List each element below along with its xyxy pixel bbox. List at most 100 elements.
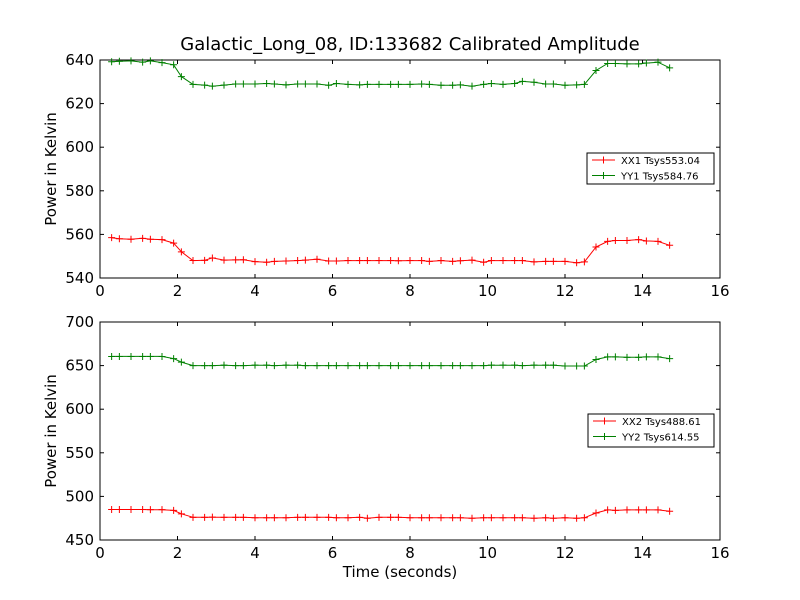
x-tick-label: 12 <box>555 544 574 562</box>
data-point <box>239 362 247 370</box>
y-tick-label: 500 <box>65 487 94 505</box>
data-point <box>146 506 154 514</box>
data-point <box>251 80 259 88</box>
data-point <box>127 505 135 513</box>
data-point <box>499 361 507 369</box>
data-point <box>356 362 364 370</box>
legend-frame <box>587 413 715 448</box>
x-tick-label: 4 <box>250 282 260 300</box>
data-point <box>294 80 302 88</box>
data-point <box>623 506 631 514</box>
data-point <box>573 81 581 89</box>
data-point <box>406 362 414 370</box>
legend-marker <box>600 172 607 179</box>
data-point <box>480 514 488 522</box>
data-point <box>654 353 662 361</box>
data-point <box>115 505 123 513</box>
legend: XX1 Tsys553.04 YY1 Tsys584.76 <box>586 152 715 185</box>
data-point <box>456 514 464 522</box>
data-point <box>611 506 619 514</box>
data-point <box>511 80 519 88</box>
data-point <box>282 257 290 265</box>
data-point <box>375 362 383 370</box>
y-tick-label: 620 <box>65 95 94 113</box>
data-point <box>499 257 507 265</box>
data-point <box>654 506 662 514</box>
data-point <box>666 64 674 72</box>
data-point <box>437 81 445 89</box>
data-point <box>313 513 321 521</box>
data-point <box>549 361 557 369</box>
data-point <box>170 506 178 514</box>
data-point <box>487 361 495 369</box>
data-point <box>418 514 426 522</box>
data-point <box>666 355 674 363</box>
y-tick-label: 650 <box>65 357 94 375</box>
data-point <box>282 361 290 369</box>
data-point <box>642 506 650 514</box>
data-point <box>325 362 333 370</box>
data-point <box>561 514 569 522</box>
data-point <box>363 80 371 88</box>
data-point <box>282 81 290 89</box>
data-point <box>270 514 278 522</box>
data-point <box>561 362 569 370</box>
data-point <box>425 362 433 370</box>
data-point <box>623 353 631 361</box>
x-tick-label: 16 <box>710 282 729 300</box>
y-axis-label: Power in Kelvin <box>42 374 60 488</box>
data-point <box>418 80 426 88</box>
data-point <box>530 361 538 369</box>
data-point <box>449 514 457 522</box>
data-point <box>115 352 123 360</box>
x-tick-label: 10 <box>478 544 497 562</box>
y-tick-label: 450 <box>65 531 94 549</box>
data-point <box>642 237 650 245</box>
data-point <box>344 514 352 522</box>
data-point <box>654 58 662 66</box>
data-point <box>480 362 488 370</box>
data-point <box>170 355 178 363</box>
data-point <box>580 362 588 370</box>
data-point <box>592 66 600 74</box>
data-point <box>573 259 581 267</box>
data-point <box>220 513 228 521</box>
data-point <box>108 234 116 242</box>
data-point <box>263 258 271 266</box>
data-point <box>635 236 643 244</box>
data-point <box>511 514 519 522</box>
data-point <box>394 362 402 370</box>
data-point <box>375 513 383 521</box>
data-point <box>170 61 178 69</box>
data-point <box>263 80 271 88</box>
data-point <box>356 257 364 265</box>
data-point <box>332 257 340 265</box>
data-point <box>487 514 495 522</box>
data-point <box>201 513 209 521</box>
data-point <box>127 352 135 360</box>
data-point <box>604 506 612 514</box>
x-tick-label: 2 <box>173 544 183 562</box>
data-point <box>356 513 364 521</box>
data-point <box>580 80 588 88</box>
data-point <box>139 234 147 242</box>
data-point <box>325 81 333 89</box>
y-tick-label: 600 <box>65 138 94 156</box>
x-tick-label: 6 <box>328 282 338 300</box>
x-tick-label: 16 <box>710 544 729 562</box>
y-tick-label: 700 <box>65 313 94 331</box>
data-point <box>487 257 495 265</box>
data-point <box>177 358 185 366</box>
data-point <box>375 257 383 265</box>
x-axis-label: Time (seconds) <box>342 563 458 581</box>
data-point <box>518 77 526 85</box>
data-point <box>549 257 557 265</box>
data-point <box>146 57 154 65</box>
data-point <box>220 81 228 89</box>
data-point <box>208 362 216 370</box>
data-point <box>418 257 426 265</box>
data-point <box>108 352 116 360</box>
data-point <box>294 513 302 521</box>
data-point <box>294 257 302 265</box>
